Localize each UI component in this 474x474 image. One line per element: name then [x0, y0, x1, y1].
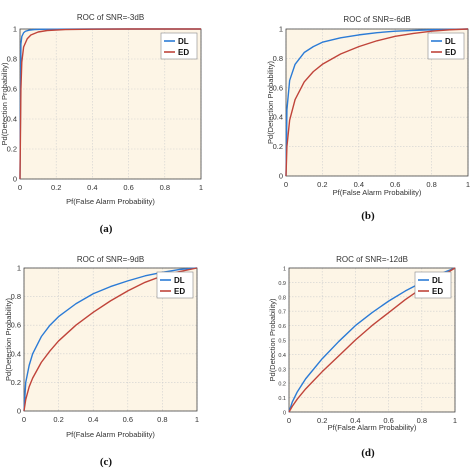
panel-title: ROC of SNR=-3dB [77, 13, 144, 22]
y-tick-label: 0.8 [11, 292, 21, 301]
series-line-dl [23, 267, 198, 412]
x-axis-label: Pf(False Alarm Probability) [328, 423, 417, 432]
legend: DL ED [160, 32, 198, 60]
panel-title: ROC of SNR=-12dB [336, 255, 408, 264]
legend: DL ED [156, 271, 194, 299]
panel-title: ROC of SNR=-9dB [77, 255, 144, 264]
series-line-ed [23, 267, 198, 412]
y-axis-label: Pd(Detection Probability) [268, 298, 277, 381]
series-line-ed [285, 28, 469, 177]
legend-label-ed: ED [445, 48, 456, 57]
panel-tag: (b) [361, 210, 375, 222]
y-tick-label: 0 [283, 411, 286, 417]
y-tick-label: 0 [279, 172, 283, 181]
x-tick-label: 0.2 [51, 183, 61, 192]
x-tick-label: 0.6 [383, 416, 393, 425]
legend-box [427, 32, 465, 60]
legend-label-ed: ED [178, 48, 189, 57]
y-tick-label: 0.6 [11, 321, 21, 330]
x-tick-label: 0.8 [417, 416, 427, 425]
y-tick-label: 0 [17, 407, 21, 416]
x-tick-label: 0.6 [123, 183, 133, 192]
y-tick-label: 0.2 [278, 382, 286, 388]
x-tick-label: 1 [453, 416, 457, 425]
legend-label-dl: DL [445, 37, 456, 46]
y-tick-label: 0 [13, 175, 17, 184]
y-tick-label: 0.5 [278, 339, 286, 345]
series-line-ed [19, 28, 201, 180]
x-tick-label: 0.4 [87, 183, 97, 192]
roc-panel-2: 0 0.2 0.4 0.6 0.8 1 0 0.2 0.4 0.6 0.8 1 DL ED ROC of S… [266, 15, 470, 222]
y-tick-label: 0.8 [278, 295, 286, 301]
y-tick-label: 0.7 [278, 310, 286, 316]
panel-tag: (a) [100, 223, 113, 235]
plot-frame [23, 267, 198, 412]
x-tick-label: 0.2 [317, 416, 327, 425]
y-tick-label: 0.2 [273, 142, 283, 151]
x-tick-label: 1 [199, 183, 203, 192]
x-axis-label: Pf(False Alarm Probability) [66, 430, 155, 439]
legend-label-ed: ED [432, 287, 443, 296]
panel-tag: (d) [361, 447, 375, 459]
x-tick-label: 1 [466, 180, 470, 189]
y-tick-label: 0.4 [7, 115, 17, 124]
y-axis-label: Pd(Detection Probability) [0, 62, 9, 145]
x-tick-label: 0 [18, 183, 22, 192]
x-tick-label: 0.4 [354, 180, 364, 189]
y-tick-label: 0.1 [278, 396, 286, 402]
y-tick-label: 0.4 [273, 113, 283, 122]
y-tick-label: 0.4 [11, 349, 21, 358]
x-axis-label: Pf(False Alarm Probability) [66, 197, 155, 206]
y-tick-label: 0.9 [278, 281, 286, 287]
plot-frame [285, 28, 469, 177]
roc-panel-1: 0 0.2 0.4 0.6 0.8 1 0 0.2 0.4 0.6 0.8 1 DL ED ROC of S… [0, 13, 203, 235]
x-tick-label: 0.4 [350, 416, 360, 425]
y-tick-label: 0.3 [278, 367, 286, 373]
x-tick-label: 0 [284, 180, 288, 189]
x-tick-label: 0.2 [53, 415, 63, 424]
y-tick-label: 0.6 [278, 324, 286, 330]
y-tick-label: 1 [17, 264, 21, 273]
y-tick-label: 1 [13, 25, 17, 34]
y-tick-label: 1 [283, 267, 286, 273]
x-tick-label: 0.8 [426, 180, 436, 189]
roc-panel-4: 0 0.2 0.4 0.6 0.8 1 0 0.1 0.2 0.3 0.4 0.5 0.6 0.7 0.8 0… [268, 255, 457, 459]
y-tick-label: 0.2 [7, 145, 17, 154]
legend-label-dl: DL [178, 37, 189, 46]
legend-label-dl: DL [432, 276, 443, 285]
x-tick-label: 0.8 [160, 183, 170, 192]
y-tick-label: 0.6 [273, 83, 283, 92]
x-tick-label: 0.6 [390, 180, 400, 189]
legend-box [414, 271, 452, 299]
y-tick-label: 1 [279, 25, 283, 34]
y-tick-label: 0.4 [278, 353, 286, 359]
y-tick-label: 0.2 [11, 378, 21, 387]
y-tick-label: 0.6 [7, 85, 17, 94]
y-axis-label: Pd(Detection Probability) [4, 298, 13, 381]
y-axis-label: Pd(Detection Probability) [266, 61, 275, 144]
legend-box [156, 271, 194, 299]
legend-label-dl: DL [174, 276, 185, 285]
x-tick-label: 0.6 [123, 415, 133, 424]
x-tick-label: 0 [22, 415, 26, 424]
roc-panel-3: 0 0.2 0.4 0.6 0.8 1 0 0.2 0.4 0.6 0.8 1 DL ED ROC of S… [4, 255, 199, 468]
plot-frame [288, 267, 456, 413]
panel-tag: (c) [100, 456, 113, 468]
y-tick-label: 0.8 [273, 54, 283, 63]
panel-title: ROC of SNR=-6dB [343, 15, 410, 24]
legend-box [160, 32, 198, 60]
x-axis-label: Pf(False Alarm Probability) [333, 188, 422, 197]
legend: DL ED [414, 271, 452, 299]
x-tick-label: 1 [195, 415, 199, 424]
legend-label-ed: ED [174, 287, 185, 296]
y-tick-label: 0.8 [7, 55, 17, 64]
x-tick-label: 0.2 [317, 180, 327, 189]
series-line-dl [285, 28, 469, 177]
x-tick-label: 0.4 [88, 415, 98, 424]
x-tick-label: 0.8 [157, 415, 167, 424]
legend: DL ED [427, 32, 465, 60]
x-tick-label: 0 [287, 416, 291, 425]
